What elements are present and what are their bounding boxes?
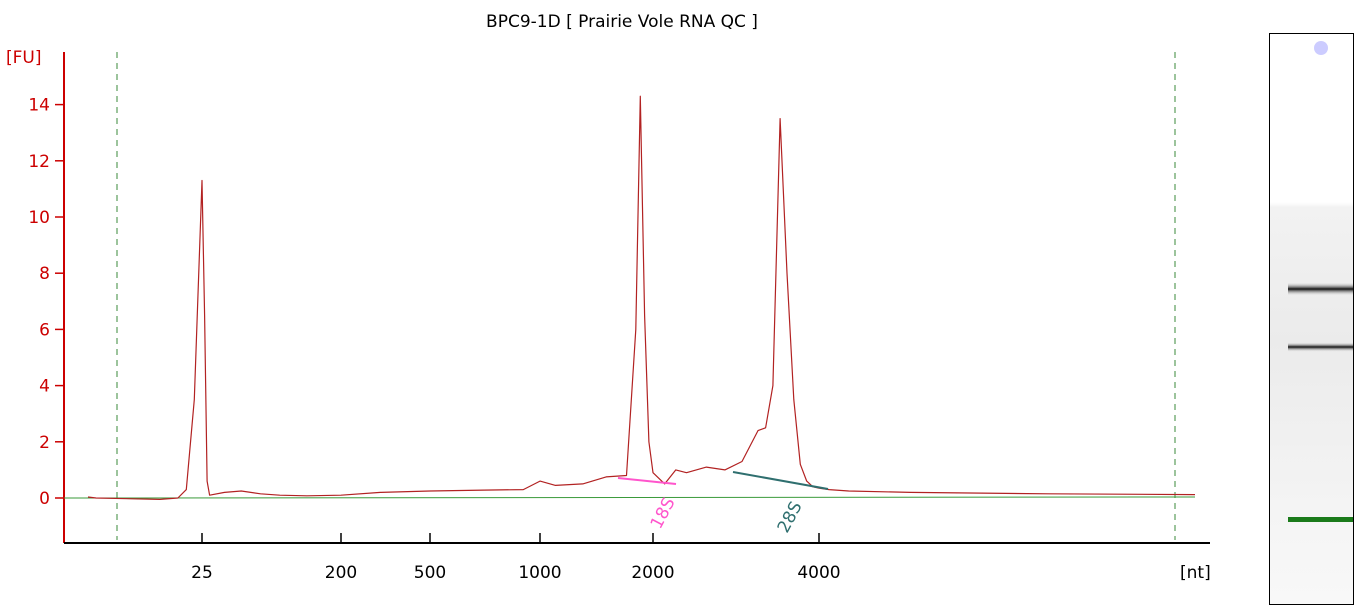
gel-well-spot <box>1314 41 1328 55</box>
y-tick-label: 8 <box>39 264 50 284</box>
y-tick-label: 10 <box>28 208 50 228</box>
x-tick-label: 4000 <box>797 563 840 583</box>
gel-band-18s <box>1288 342 1353 352</box>
chart-title: BPC9-1D [ Prairie Vole RNA QC ] <box>486 12 758 32</box>
x-tick-label: 1000 <box>518 563 561 583</box>
y-tick-label: 6 <box>39 320 50 340</box>
gel-marker-band <box>1288 517 1353 522</box>
peak-28s-label: 28S <box>774 498 807 536</box>
gel-background <box>1270 126 1353 604</box>
peak-28s-baseline <box>732 471 829 490</box>
y-tick-label: 12 <box>28 152 50 172</box>
fluorescence-trace <box>87 95 1196 500</box>
y-tick-label: 14 <box>28 96 50 116</box>
y-axis-label: [FU] <box>6 48 42 68</box>
x-axis-label: [nt] <box>1180 563 1211 583</box>
x-ticks: 25 200 500 1000 2000 4000 <box>191 533 841 583</box>
trace-layer <box>87 95 1196 500</box>
gel-band-28s <box>1288 282 1353 296</box>
x-tick-label: 2000 <box>631 563 674 583</box>
baseline <box>63 496 1196 499</box>
peak-18s-baseline <box>617 477 677 485</box>
y-tick-label: 2 <box>39 433 50 453</box>
y-ticks: 0 2 4 6 8 10 12 14 <box>28 96 64 509</box>
gel-lane-svg <box>1270 41 1353 604</box>
y-tick-label: 0 <box>39 489 50 509</box>
x-tick-label: 500 <box>414 563 446 583</box>
y-tick-label: 4 <box>39 377 50 397</box>
x-tick-label: 200 <box>325 563 357 583</box>
gel-lane-image <box>1269 33 1354 605</box>
x-tick-label: 25 <box>191 563 213 583</box>
peak-18s-label: 18S <box>647 494 680 532</box>
